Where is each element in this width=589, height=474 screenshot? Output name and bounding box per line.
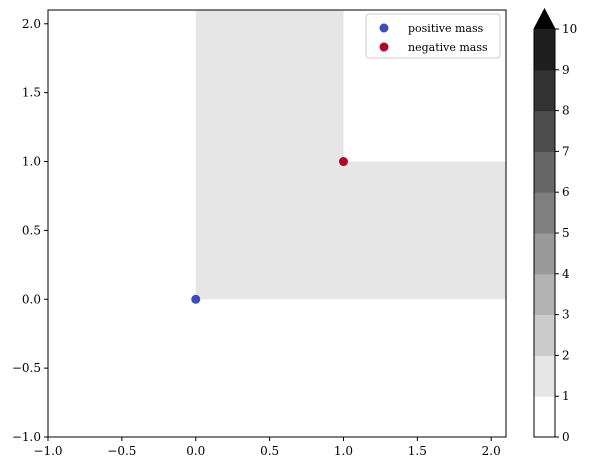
y-tick-label: 1.5 <box>22 86 41 100</box>
colorbar-segment <box>534 69 555 112</box>
shaded-region <box>343 161 506 300</box>
colorbar-tick-label: 8 <box>562 104 570 118</box>
x-tick-label: 0.5 <box>260 444 279 458</box>
scatter-points <box>191 157 348 304</box>
x-tick-label: 1.5 <box>408 444 427 458</box>
colorbar-tick-label: 6 <box>562 185 570 199</box>
colorbar-segment <box>534 355 555 397</box>
colorbar-segment <box>534 29 555 71</box>
colorbar-tick-label: 9 <box>562 63 570 77</box>
colorbar-tick-label: 5 <box>562 226 570 240</box>
point-negative-mass <box>338 157 348 167</box>
legend-label-positive-mass: positive mass <box>408 22 484 35</box>
colorbar-segment <box>534 233 555 275</box>
legend-box <box>365 13 501 59</box>
colorbar-tick-label: 10 <box>562 22 577 36</box>
colorbar-tick-label: 7 <box>562 144 570 158</box>
colorbar: 0 1 2 3 4 5 6 7 8 9 10 <box>533 7 577 444</box>
colorbar-segment <box>534 273 555 316</box>
legend: positive mass negative mass <box>365 13 501 59</box>
x-tick-label: 0.0 <box>186 444 205 458</box>
colorbar-tick-label: 2 <box>562 348 570 362</box>
y-tick-label: 0.5 <box>22 223 41 237</box>
colorbar-tick-label: 4 <box>562 267 570 281</box>
colorbar-tick-label: 0 <box>562 430 570 444</box>
legend-label-negative-mass: negative mass <box>408 41 488 54</box>
x-axis: −1.0 −0.5 0.0 0.5 1.0 1.5 2.0 <box>33 437 501 458</box>
colorbar-segment <box>534 314 555 356</box>
point-positive-mass <box>191 294 201 304</box>
y-tick-label: −0.5 <box>12 361 41 375</box>
legend-marker-negative-mass <box>379 42 389 52</box>
x-tick-label: 1.0 <box>334 444 353 458</box>
y-tick-label: −1.0 <box>12 430 41 444</box>
shaded-region <box>195 10 344 300</box>
x-tick-label: −1.0 <box>33 444 62 458</box>
colorbar-segment <box>534 110 555 152</box>
y-tick-label: 1.0 <box>22 155 41 169</box>
colorbar-tick-label: 1 <box>562 389 570 403</box>
x-tick-label: 2.0 <box>482 444 501 458</box>
y-axis: −1.0 −0.5 0.0 0.5 1.0 1.5 2.0 <box>12 17 48 444</box>
y-tick-label: 0.0 <box>22 292 41 306</box>
x-tick-label: −0.5 <box>107 444 136 458</box>
y-tick-label: 2.0 <box>22 17 41 31</box>
colorbar-segment <box>534 151 555 193</box>
plot-frame <box>47 9 507 438</box>
shaded-regions <box>195 10 506 300</box>
colorbar-tick-label: 3 <box>562 308 570 322</box>
legend-marker-positive-mass <box>379 23 389 33</box>
colorbar-segment <box>534 192 555 234</box>
colorbar-extend-max <box>534 9 555 29</box>
colorbar-segment <box>534 396 555 438</box>
